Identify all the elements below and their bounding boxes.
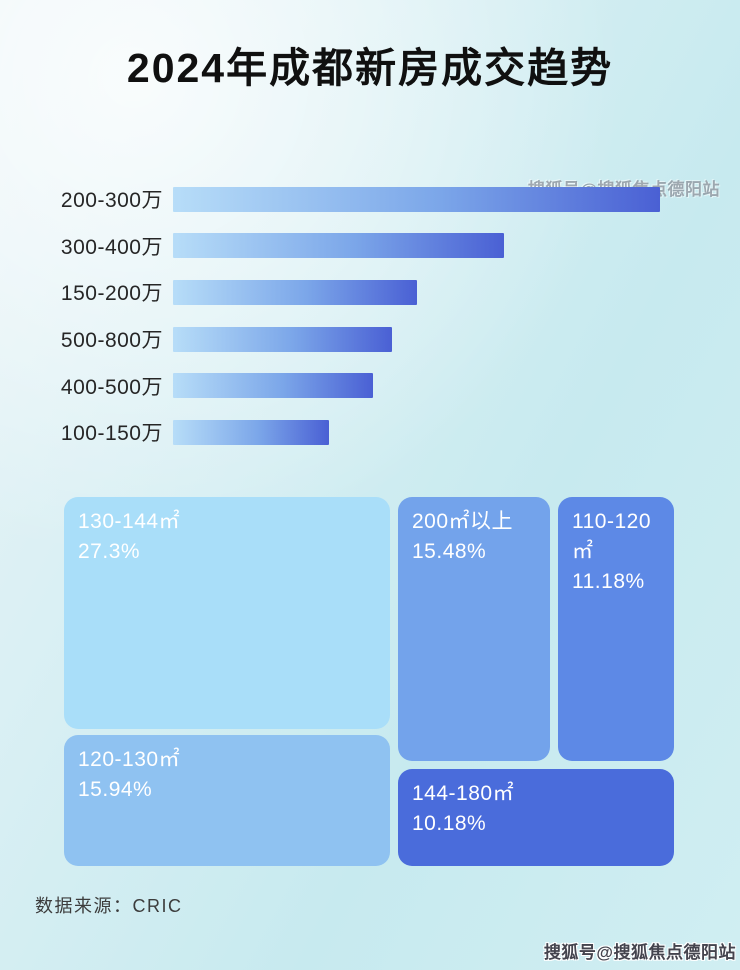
cell-value: 10.18% <box>412 811 487 835</box>
bar-category-label: 500-800万 <box>60 329 163 353</box>
bar-row: 200-300万 <box>43 176 660 223</box>
cell-label: 200㎡以上 <box>412 510 514 533</box>
cell-value: 11.18% <box>572 569 645 593</box>
bar-category-label: 400-500万 <box>60 375 163 399</box>
bar-row: 500-800万 <box>43 316 660 363</box>
cell-label: 120-130㎡ <box>78 748 181 771</box>
cell-label: 144-180㎡ <box>412 782 515 805</box>
treemap-cell-200-plus: 200㎡以上 15.48% <box>398 497 550 761</box>
bar-category-label: 100-150万 <box>60 422 163 446</box>
data-source-label: 数据来源：CRIC <box>35 896 183 916</box>
bar-row: 300-400万 <box>43 223 660 270</box>
cell-value: 27.3% <box>78 539 141 563</box>
treemap-cell-120-130: 120-130㎡ 15.94% <box>64 735 390 866</box>
watermark-bottom: 搜狐号@搜狐焦点德阳站 <box>543 943 736 962</box>
bar-row: 400-500万 <box>43 362 660 409</box>
bar-category-label: 200-300万 <box>60 189 163 213</box>
cell-value: 15.94% <box>78 777 153 801</box>
bar-150-200 <box>173 279 417 305</box>
treemap-cell-144-180: 144-180㎡ 10.18% <box>398 769 674 866</box>
page-title: 2024年成都新房成交趋势 <box>126 45 614 91</box>
cell-label: 130-144㎡ <box>78 510 181 533</box>
bar-100-150 <box>173 419 329 445</box>
bar-400-500 <box>173 373 373 399</box>
bar-row: 150-200万 <box>43 269 660 316</box>
treemap-cell-130-144: 130-144㎡ 27.3% <box>64 497 390 729</box>
bar-category-label: 150-200万 <box>60 282 163 306</box>
bar-200-300 <box>173 186 660 212</box>
treemap-cell-110-120: 110-120㎡ 11.18% <box>558 497 674 761</box>
bar-500-800 <box>173 326 393 352</box>
area-share-treemap: 130-144㎡ 27.3% 120-130㎡ 15.94% 200㎡以上 15… <box>64 497 674 868</box>
cell-value: 15.48% <box>412 539 487 563</box>
price-range-bar-chart: 200-300万 300-400万 150-200万 500-800万 400-… <box>43 176 660 456</box>
bar-category-label: 300-400万 <box>60 235 163 259</box>
bar-300-400 <box>173 233 505 259</box>
cell-label: 110-120㎡ <box>572 510 652 563</box>
bar-row: 100-150万 <box>43 409 660 456</box>
